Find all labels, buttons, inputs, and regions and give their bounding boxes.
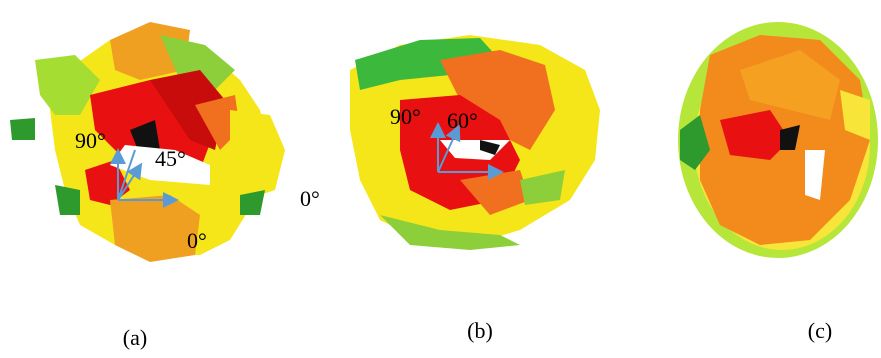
angle-label: 90°	[390, 104, 421, 129]
panel-a-axes	[110, 148, 179, 208]
panel-b-image	[350, 35, 600, 250]
angle-label: 0°	[300, 186, 320, 211]
angle-label: 90°	[75, 128, 106, 153]
panel-a-image	[10, 22, 285, 262]
angle-label: 45°	[155, 146, 186, 171]
angle-label: 0°	[187, 228, 207, 253]
caption: (a)	[123, 325, 147, 350]
caption: (b)	[467, 318, 493, 343]
angle-label: 60°	[447, 108, 478, 133]
panel-b-axes	[430, 122, 504, 180]
caption: (c)	[808, 318, 832, 343]
panel-c-image	[678, 22, 878, 258]
